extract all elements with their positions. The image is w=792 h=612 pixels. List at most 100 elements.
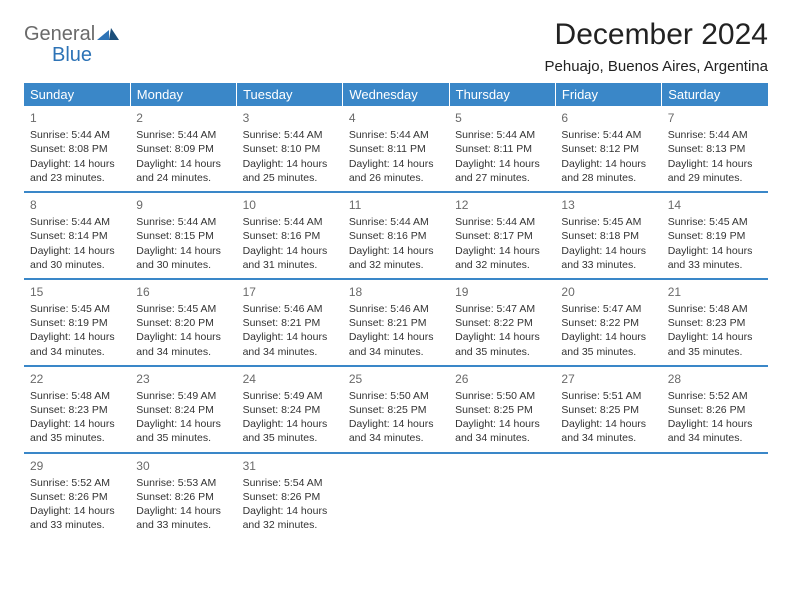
calendar-cell: 27Sunrise: 5:51 AMSunset: 8:25 PMDayligh…: [555, 366, 661, 453]
sunrise-line: Sunrise: 5:47 AM: [455, 302, 549, 316]
sunrise-line: Sunrise: 5:52 AM: [668, 389, 762, 403]
sunset-line: Sunset: 8:20 PM: [136, 316, 230, 330]
calendar-cell: 11Sunrise: 5:44 AMSunset: 8:16 PMDayligh…: [343, 192, 449, 279]
sunset-line: Sunset: 8:26 PM: [30, 490, 124, 504]
sunset-line: Sunset: 8:22 PM: [561, 316, 655, 330]
calendar-cell: 9Sunrise: 5:44 AMSunset: 8:15 PMDaylight…: [130, 192, 236, 279]
sunset-line: Sunset: 8:26 PM: [136, 490, 230, 504]
sunrise-line: Sunrise: 5:52 AM: [30, 476, 124, 490]
sunrise-line: Sunrise: 5:44 AM: [349, 215, 443, 229]
calendar-cell: 21Sunrise: 5:48 AMSunset: 8:23 PMDayligh…: [662, 279, 768, 366]
daylight-line: Daylight: 14 hours and 35 minutes.: [561, 330, 655, 358]
day-number: 29: [30, 458, 124, 474]
daylight-line: Daylight: 14 hours and 29 minutes.: [668, 157, 762, 185]
sunset-line: Sunset: 8:08 PM: [30, 142, 124, 156]
calendar-cell: 19 Sunrise: 5:47 AMSunset: 8:22 PMDayligh…: [449, 279, 555, 366]
daylight-line: Daylight: 14 hours and 32 minutes.: [455, 244, 549, 272]
daylight-line: Daylight: 14 hours and 30 minutes.: [30, 244, 124, 272]
calendar-cell: [662, 453, 768, 539]
daylight-line: Daylight: 14 hours and 26 minutes.: [349, 157, 443, 185]
day-number: 10: [243, 197, 337, 213]
sunrise-line: Sunrise: 5:44 AM: [30, 215, 124, 229]
day-number: 8: [30, 197, 124, 213]
sunrise-line: Sunrise: 5:44 AM: [30, 128, 124, 142]
sunset-line: Sunset: 8:21 PM: [243, 316, 337, 330]
sunset-line: Sunset: 8:14 PM: [30, 229, 124, 243]
daylight-line: Daylight: 14 hours and 27 minutes.: [455, 157, 549, 185]
month-title: December 2024: [545, 18, 769, 52]
sunrise-line: Sunrise: 5:51 AM: [561, 389, 655, 403]
title-block: December 2024 Pehuajo, Buenos Aires, Arg…: [545, 18, 769, 83]
day-number: 15: [30, 284, 124, 300]
sunset-line: Sunset: 8:11 PM: [349, 142, 443, 156]
sunrise-line: Sunrise: 5:45 AM: [668, 215, 762, 229]
daylight-line: Daylight: 14 hours and 34 minutes.: [455, 417, 549, 445]
calendar-row: 1Sunrise: 5:44 AMSunset: 8:08 PMDaylight…: [24, 106, 768, 192]
calendar-body: 1Sunrise: 5:44 AMSunset: 8:08 PMDaylight…: [24, 106, 768, 539]
daylight-line: Daylight: 14 hours and 30 minutes.: [136, 244, 230, 272]
calendar-cell: 4Sunrise: 5:44 AMSunset: 8:11 PMDaylight…: [343, 106, 449, 192]
calendar-cell: 25Sunrise: 5:50 AMSunset: 8:25 PMDayligh…: [343, 366, 449, 453]
day-number: 24: [243, 371, 337, 387]
sunset-line: Sunset: 8:11 PM: [455, 142, 549, 156]
sunset-line: Sunset: 8:13 PM: [668, 142, 762, 156]
calendar-cell: 2Sunrise: 5:44 AMSunset: 8:09 PMDaylight…: [130, 106, 236, 192]
calendar-cell: 3Sunrise: 5:44 AMSunset: 8:10 PMDaylight…: [237, 106, 343, 192]
sunset-line: Sunset: 8:25 PM: [561, 403, 655, 417]
daylight-line: Daylight: 14 hours and 34 minutes.: [668, 417, 762, 445]
day-number: 11: [349, 197, 443, 213]
calendar-cell: 20Sunrise: 5:47 AMSunset: 8:22 PMDayligh…: [555, 279, 661, 366]
calendar-cell: 31Sunrise: 5:54 AMSunset: 8:26 PMDayligh…: [237, 453, 343, 539]
sunset-line: Sunset: 8:23 PM: [668, 316, 762, 330]
weekday-header: Thursday: [449, 83, 555, 106]
day-number: 25: [349, 371, 443, 387]
sunrise-line: Sunrise: 5:44 AM: [243, 215, 337, 229]
sunrise-line: Sunrise: 5:48 AM: [668, 302, 762, 316]
day-number: 2: [136, 110, 230, 126]
calendar-cell: 24Sunrise: 5:49 AMSunset: 8:24 PMDayligh…: [237, 366, 343, 453]
logo-mark-icon: [97, 24, 119, 45]
calendar-table: Sunday Monday Tuesday Wednesday Thursday…: [24, 83, 768, 539]
calendar-cell: 26Sunrise: 5:50 AMSunset: 8:25 PMDayligh…: [449, 366, 555, 453]
day-number: 13: [561, 197, 655, 213]
sunrise-line: Sunrise: 5:45 AM: [136, 302, 230, 316]
sunset-line: Sunset: 8:24 PM: [243, 403, 337, 417]
sunrise-line: Sunrise: 5:49 AM: [243, 389, 337, 403]
sunrise-line: Sunrise: 5:53 AM: [136, 476, 230, 490]
sunrise-line: Sunrise: 5:44 AM: [349, 128, 443, 142]
calendar-cell: 17Sunrise: 5:46 AMSunset: 8:21 PMDayligh…: [237, 279, 343, 366]
calendar-cell: 22Sunrise: 5:48 AMSunset: 8:23 PMDayligh…: [24, 366, 130, 453]
sunset-line: Sunset: 8:26 PM: [243, 490, 337, 504]
sunset-line: Sunset: 8:18 PM: [561, 229, 655, 243]
daylight-line: Daylight: 14 hours and 25 minutes.: [243, 157, 337, 185]
daylight-line: Daylight: 14 hours and 35 minutes.: [30, 417, 124, 445]
weekday-header: Tuesday: [237, 83, 343, 106]
calendar-row: 15Sunrise: 5:45 AMSunset: 8:19 PMDayligh…: [24, 279, 768, 366]
day-number: 19: [455, 284, 549, 300]
daylight-line: Daylight: 14 hours and 23 minutes.: [30, 157, 124, 185]
calendar-cell: [449, 453, 555, 539]
daylight-line: Daylight: 14 hours and 33 minutes.: [30, 504, 124, 532]
calendar-cell: 13Sunrise: 5:45 AMSunset: 8:18 PMDayligh…: [555, 192, 661, 279]
calendar-cell: 14Sunrise: 5:45 AMSunset: 8:19 PMDayligh…: [662, 192, 768, 279]
sunrise-line: Sunrise: 5:44 AM: [455, 215, 549, 229]
logo: General Blue: [24, 18, 119, 66]
calendar-cell: 15Sunrise: 5:45 AMSunset: 8:19 PMDayligh…: [24, 279, 130, 366]
sunset-line: Sunset: 8:15 PM: [136, 229, 230, 243]
calendar-cell: 18Sunrise: 5:46 AMSunset: 8:21 PMDayligh…: [343, 279, 449, 366]
calendar-cell: 7Sunrise: 5:44 AMSunset: 8:13 PMDaylight…: [662, 106, 768, 192]
sunrise-line: Sunrise: 5:44 AM: [455, 128, 549, 142]
daylight-line: Daylight: 14 hours and 35 minutes.: [455, 330, 549, 358]
sunrise-line: Sunrise: 5:54 AM: [243, 476, 337, 490]
weekday-header: Monday: [130, 83, 236, 106]
sunset-line: Sunset: 8:22 PM: [455, 316, 549, 330]
sunset-line: Sunset: 8:21 PM: [349, 316, 443, 330]
calendar-cell: 6Sunrise: 5:44 AMSunset: 8:12 PMDaylight…: [555, 106, 661, 192]
calendar-cell: 29 Sunrise: 5:52 AMSunset: 8:26 PMDayligh…: [24, 453, 130, 539]
sunset-line: Sunset: 8:12 PM: [561, 142, 655, 156]
sunset-line: Sunset: 8:25 PM: [455, 403, 549, 417]
day-number: 5: [455, 110, 549, 126]
daylight-line: Daylight: 14 hours and 34 minutes.: [349, 417, 443, 445]
day-number: 31: [243, 458, 337, 474]
sunrise-line: Sunrise: 5:47 AM: [561, 302, 655, 316]
